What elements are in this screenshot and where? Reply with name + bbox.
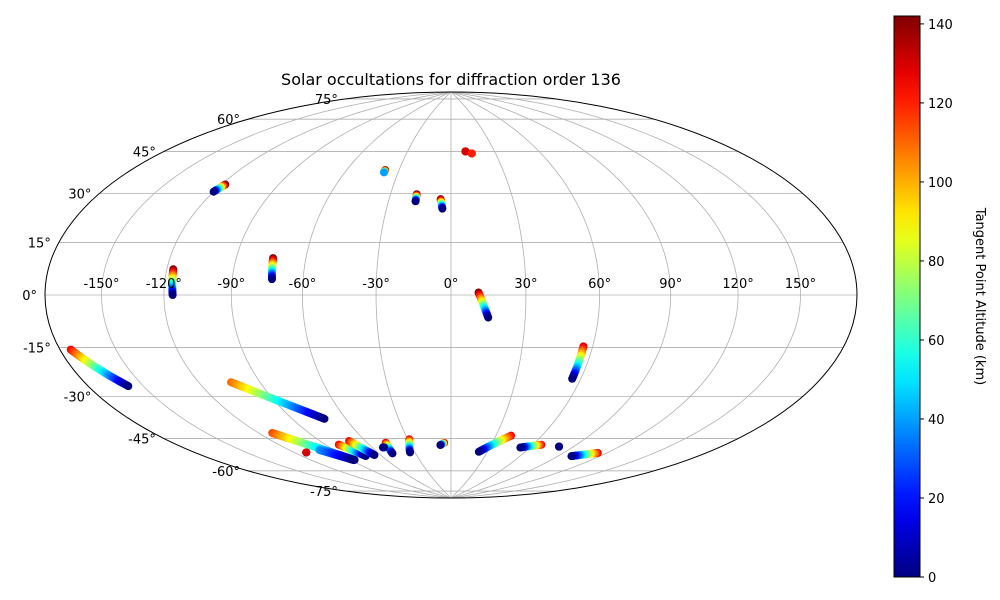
colorbar-tick-label: 20 <box>928 492 945 507</box>
colorbar-tick-label: 80 <box>928 255 945 270</box>
longitude-tick-labels: -150° -120° -90° -60° -30° 0° 30° 60° 90° 120° 150… <box>83 277 816 292</box>
data-point <box>568 374 577 383</box>
longitude-tick-label: -150° <box>83 277 119 292</box>
colorbar-tick-label: 0 <box>928 571 936 586</box>
latitude-tick-label: 75° <box>315 93 338 108</box>
colorbar: 0 20 40 60 80 100 120 140 Tangent Point Altitud… <box>893 15 987 586</box>
data-point <box>209 187 218 196</box>
chart-title: Solar occultations for diffraction order… <box>281 70 621 89</box>
latitude-tick-labels: -75° -60° -45° -30° -15° 0° 15° 30° 45° 60° 75° <box>22 93 338 500</box>
colorbar-tick-label: 100 <box>928 176 953 191</box>
longitude-tick-label: -120° <box>146 277 182 292</box>
data-point <box>388 449 397 458</box>
longitude-tick-label: -60° <box>289 277 317 292</box>
longitude-tick-label: 60° <box>588 277 611 292</box>
colorbar-tick-label: 120 <box>928 97 953 112</box>
data-point <box>124 382 133 391</box>
data-point <box>484 313 493 322</box>
longitude-tick-label: -90° <box>217 277 245 292</box>
longitude-tick-label: 90° <box>659 277 682 292</box>
latitude-tick-label: 60° <box>217 113 240 128</box>
colorbar-tick-label: 60 <box>928 334 945 349</box>
latitude-tick-label: 30° <box>68 188 91 203</box>
data-point <box>168 291 177 299</box>
data-point <box>349 456 358 465</box>
colorbar-gradient <box>893 15 921 578</box>
colorbar-tick-label: 140 <box>928 18 953 33</box>
data-point <box>267 275 276 284</box>
data-point <box>567 452 576 461</box>
colorbar-tick-label: 40 <box>928 413 945 428</box>
data-point <box>411 197 420 206</box>
longitude-tick-label: 30° <box>514 277 537 292</box>
data-point <box>461 147 470 156</box>
map-area <box>44 91 858 499</box>
data-point <box>436 441 445 450</box>
data-points <box>66 147 602 465</box>
data-point <box>370 451 379 460</box>
latitude-tick-label: -30° <box>64 391 92 406</box>
latitude-tick-label: -45° <box>128 433 156 448</box>
latitude-tick-label: -15° <box>23 342 51 357</box>
data-point <box>380 443 389 452</box>
data-point <box>406 448 415 457</box>
longitude-tick-label: 0° <box>444 277 459 292</box>
latitude-tick-label: 15° <box>28 236 51 251</box>
latitude-tick-label: -60° <box>212 465 240 480</box>
latitude-tick-label: 0° <box>22 289 37 304</box>
longitude-tick-label: 150° <box>785 277 816 292</box>
colorbar-label: Tangent Point Altitude (km) <box>972 207 987 385</box>
graticule <box>45 92 857 498</box>
data-point <box>516 443 525 452</box>
colorbar-ticks: 0 20 40 60 80 100 120 140 <box>920 18 953 586</box>
latitude-tick-label: -75° <box>310 485 338 500</box>
longitude-tick-label: -30° <box>362 277 390 292</box>
data-point <box>474 447 483 456</box>
data-point <box>379 168 388 177</box>
latitude-tick-label: 45° <box>133 145 156 160</box>
data-point <box>302 448 311 457</box>
data-point <box>467 149 476 158</box>
longitude-tick-label: 120° <box>722 277 753 292</box>
data-point <box>320 414 329 423</box>
map-outline <box>44 91 858 499</box>
data-point <box>555 442 564 451</box>
data-point <box>438 204 447 213</box>
